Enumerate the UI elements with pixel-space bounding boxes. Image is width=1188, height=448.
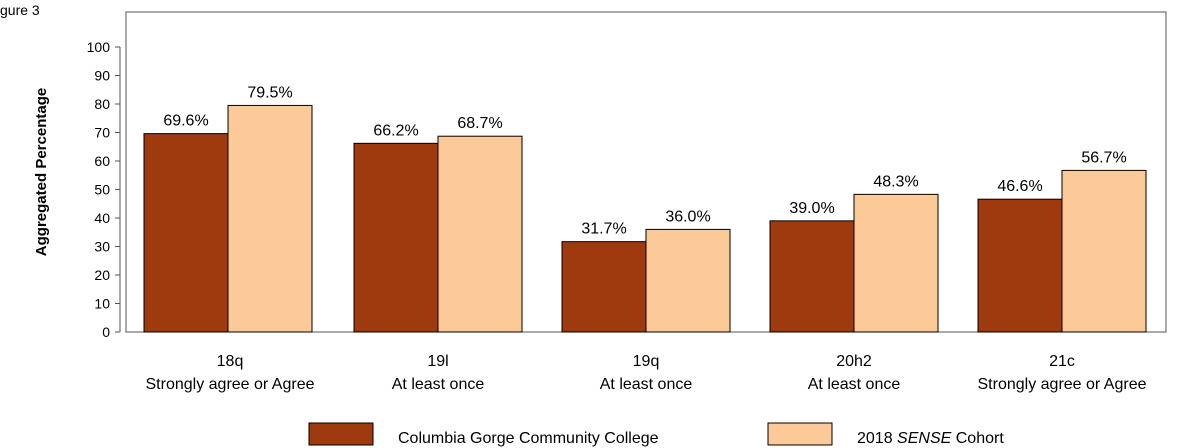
data-label: 31.7% xyxy=(581,221,626,238)
y-tick-label: 100 xyxy=(87,39,111,55)
y-tick-label: 20 xyxy=(94,267,110,283)
x-tick-code: 19q xyxy=(633,353,660,370)
x-tick-label: At least once xyxy=(392,376,485,393)
legend-swatch-series-2 xyxy=(767,422,833,446)
x-tick-label: At least once xyxy=(808,376,901,393)
legend-label-series-1: Columbia Gorge Community College xyxy=(398,430,659,447)
data-label: 36.0% xyxy=(665,208,710,225)
bar-series-2-19l xyxy=(437,135,523,333)
data-label: 66.2% xyxy=(373,122,418,139)
x-tick-code: 21c xyxy=(1049,353,1075,370)
bar-series-2-18q xyxy=(227,104,313,333)
bar-series-2-21c xyxy=(1061,169,1147,333)
y-tick-label: 80 xyxy=(94,96,110,112)
data-label: 39.0% xyxy=(789,200,834,217)
y-axis: 0 10 20 30 40 50 60 70 80 90 100 xyxy=(87,39,121,340)
data-label: 48.3% xyxy=(873,173,918,190)
legend: Columbia Gorge Community College 2018 SEN… xyxy=(308,422,1004,447)
bars-group: 69.6% 66.2% 31.7% 39.0% 46.6% 79.5% 68.7% 36.0%… xyxy=(143,84,1147,333)
bar-series-1-18q xyxy=(143,133,229,333)
y-tick-label: 70 xyxy=(94,125,110,141)
y-tick-label: 10 xyxy=(94,296,110,312)
figure-label: gure 3 xyxy=(0,2,40,18)
bar-series-2-19q xyxy=(645,228,731,333)
y-tick-label: 40 xyxy=(94,210,110,226)
bar-series-1-20h2 xyxy=(769,220,855,333)
data-label: 46.6% xyxy=(997,178,1042,195)
y-tick-label: 90 xyxy=(94,68,110,84)
bar-series-1-19q xyxy=(561,241,647,333)
y-axis-title: Aggregated Percentage xyxy=(33,88,50,256)
data-label: 56.7% xyxy=(1081,149,1126,166)
x-tick-code: 20h2 xyxy=(836,353,872,370)
data-label: 68.7% xyxy=(457,115,502,132)
y-tick-label: 50 xyxy=(94,182,110,198)
data-label: 69.6% xyxy=(163,113,208,130)
y-tick-label: 60 xyxy=(94,153,110,169)
y-tick-label: 30 xyxy=(94,239,110,255)
data-label: 79.5% xyxy=(247,84,292,101)
bar-series-2-20h2 xyxy=(853,193,939,333)
legend-label-series-2: 2018 SENSE Cohort xyxy=(857,430,1004,447)
bar-series-1-19l xyxy=(353,142,439,333)
legend-swatch-series-1 xyxy=(308,422,374,446)
x-tick-code: 19l xyxy=(427,353,448,370)
x-tick-label: Strongly agree or Agree xyxy=(146,376,315,393)
x-tick-code: 18q xyxy=(217,353,244,370)
bar-series-1-21c xyxy=(977,198,1063,333)
x-tick-label: At least once xyxy=(600,376,693,393)
y-tick-label: 0 xyxy=(102,324,110,340)
x-tick-label: Strongly agree or Agree xyxy=(978,376,1147,393)
x-axis: 18q Strongly agree or Agree 19l At least on… xyxy=(146,353,1147,393)
